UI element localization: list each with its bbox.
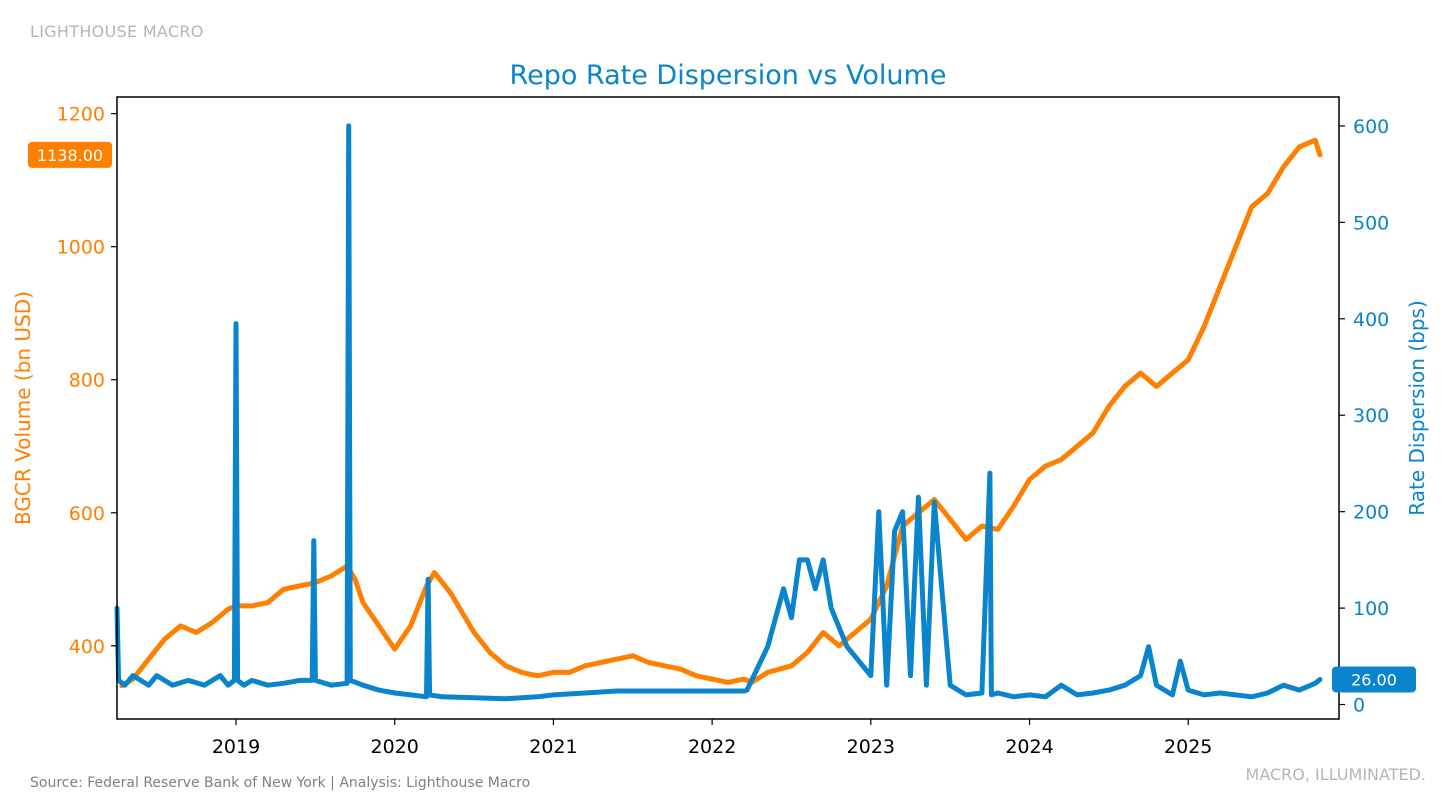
tagline: MACRO, ILLUMINATED. <box>1245 765 1426 784</box>
y-right-tick-label: 200 <box>1353 502 1389 524</box>
y-left-tick-label: 1000 <box>57 237 105 259</box>
y-right-tick-label: 100 <box>1353 598 1389 620</box>
last-value-badge-volume: 1138.00 <box>28 141 112 168</box>
y-right-tick-label: 300 <box>1353 405 1389 427</box>
x-tick-label: 2022 <box>688 736 736 758</box>
y-right-tick-label: 600 <box>1353 116 1389 138</box>
chart-title: Repo Rate Dispersion vs Volume <box>510 60 947 91</box>
x-tick-label: 2023 <box>847 736 895 758</box>
y-left-tick-label: 1200 <box>57 104 105 126</box>
series-line-volume <box>119 137 1323 689</box>
last-value-badge-volume-bg <box>28 141 112 168</box>
last-value-badge-dispersion: 26.00 <box>1332 666 1416 693</box>
last-value-badge-dispersion-bg <box>1332 666 1416 693</box>
y-right-tick-label: 0 <box>1353 695 1365 717</box>
y-left-tick-label: 400 <box>69 636 105 658</box>
brand-label: LIGHTHOUSE MACRO <box>30 22 204 41</box>
x-tick-label: 2021 <box>529 736 577 758</box>
x-tick-label: 2024 <box>1005 736 1053 758</box>
x-tick-label: 2025 <box>1164 736 1212 758</box>
x-tick-label: 2019 <box>212 736 260 758</box>
x-tick-label: 2020 <box>371 736 419 758</box>
y-right-tick-label: 400 <box>1353 309 1389 331</box>
last-value-badge-dispersion-text: 26.00 <box>1351 670 1397 689</box>
series-line-dispersion <box>114 123 1323 702</box>
y-axis-right-title: Rate Dispersion (bps) <box>1405 300 1429 515</box>
last-value-badge-volume-text: 1138.00 <box>37 146 103 165</box>
y-left-tick-label: 800 <box>69 370 105 392</box>
source-note: Source: Federal Reserve Bank of New York… <box>30 775 531 791</box>
plot-frame <box>116 96 1340 720</box>
y-right-tick-label: 500 <box>1353 212 1389 234</box>
y-axis-left-title: BGCR Volume (bn USD) <box>11 291 35 525</box>
plot-area: 2019 2020 2021 2022 2023 2024 2025 400 600 800 100… <box>57 96 1389 758</box>
y-left-tick-label: 600 <box>69 503 105 525</box>
